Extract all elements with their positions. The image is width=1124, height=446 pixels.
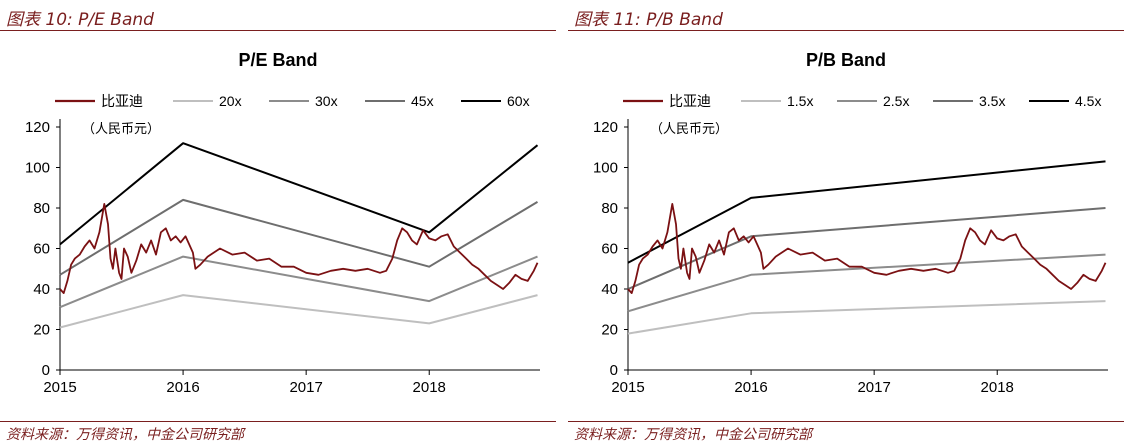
y-tick-label: 0 [610, 362, 618, 379]
y-tick-label: 120 [593, 119, 618, 136]
x-tick-label: 2017 [857, 379, 890, 396]
source-note: 资料来源：万得资讯，中金公司研究部 [6, 427, 244, 443]
bottom-divider [568, 421, 1124, 422]
pb-band-panel: 图表 11: P/B Band P/B Band 比亚迪 1.5x 2.5x 3.5x 4… [568, 0, 1124, 446]
band-series-line [59, 255, 538, 309]
x-tick-label: 2015 [611, 379, 644, 396]
y-tick-label: 80 [601, 200, 618, 217]
unit-label: （人民币元） [650, 122, 728, 137]
band-series-line [627, 207, 1106, 290]
y-tick-label: 40 [33, 281, 50, 298]
band-series-line [59, 294, 538, 329]
y-tick-label: 80 [33, 200, 50, 217]
legend-label: 60x [507, 93, 530, 109]
unit-label: （人民币元） [82, 122, 160, 137]
band-series-line [627, 300, 1106, 335]
legend-label: 比亚迪 [669, 93, 711, 109]
legend-label: 1.5x [787, 93, 813, 109]
legend-label: 4.5x [1075, 93, 1101, 109]
price-series-line [59, 202, 539, 295]
y-tick-label: 100 [25, 160, 50, 177]
x-tick-label: 2015 [43, 379, 76, 396]
legend-label: 30x [315, 93, 338, 109]
y-tick-label: 60 [601, 241, 618, 258]
chart-title: P/B Band [806, 50, 886, 70]
pe-band-panel: 图表 10: P/E Band P/E Band 比亚迪 20x 30x 45x 60x 0… [0, 0, 556, 446]
band-series-line [627, 160, 1106, 264]
price-series-line [627, 202, 1107, 295]
legend-label: 20x [219, 93, 242, 109]
y-tick-label: 120 [25, 119, 50, 136]
source-note: 资料来源：万得资讯，中金公司研究部 [574, 427, 812, 443]
figure-title: 图表 10: P/E Band [6, 10, 154, 30]
pb-band-chart: P/B Band 比亚迪 1.5x 2.5x 3.5x 4.5x 0 20 40 60 80 100 1… [593, 50, 1108, 396]
figure-title: 图表 11: P/B Band [574, 10, 723, 30]
bottom-divider [0, 421, 556, 422]
x-tick-label: 2018 [413, 379, 446, 396]
band-series-line [627, 253, 1106, 313]
legend-label: 45x [411, 93, 434, 109]
legend-label: 2.5x [883, 93, 909, 109]
y-tick-label: 40 [601, 281, 618, 298]
y-tick-label: 100 [593, 160, 618, 177]
band-series-line [59, 198, 539, 276]
legend-label: 比亚迪 [101, 93, 143, 109]
y-tick-label: 20 [601, 322, 618, 339]
band-series-line [59, 142, 539, 246]
x-tick-label: 2017 [289, 379, 322, 396]
x-tick-label: 2016 [166, 379, 199, 396]
chart-title: P/E Band [238, 50, 317, 70]
top-divider [0, 30, 556, 31]
x-tick-label: 2016 [734, 379, 767, 396]
top-divider [568, 30, 1124, 31]
legend-label: 3.5x [979, 93, 1005, 109]
y-tick-label: 0 [42, 362, 50, 379]
y-tick-label: 20 [33, 322, 50, 339]
x-tick-label: 2018 [981, 379, 1014, 396]
pe-band-chart: P/E Band 比亚迪 20x 30x 45x 60x 0 20 40 60 80 100 120 20… [25, 50, 540, 396]
y-tick-label: 60 [33, 241, 50, 258]
